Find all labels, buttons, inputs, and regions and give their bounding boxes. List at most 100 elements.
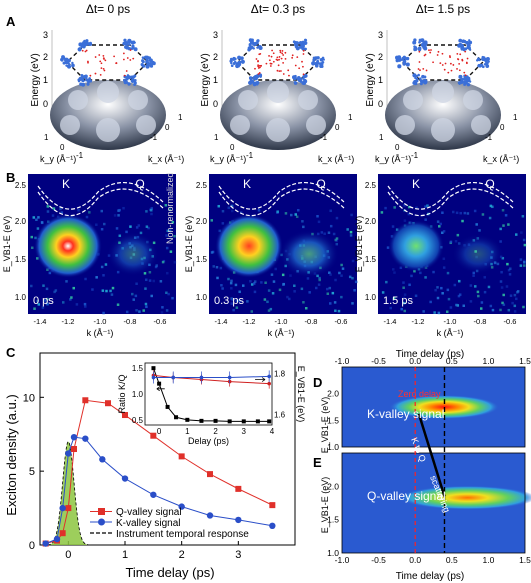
noise-pixel (165, 246, 169, 250)
x-tick-label: 3 (235, 549, 241, 561)
noise-pixel (522, 305, 525, 309)
noise-pixel (165, 309, 169, 312)
noise-pixel (238, 299, 242, 303)
panel-e-ylabel: E_VB1-E (eV) (320, 477, 330, 534)
irf-dashed-line (42, 441, 94, 546)
noise-pixel (329, 209, 332, 213)
red-dot (458, 63, 461, 65)
k-label: K (412, 177, 420, 191)
noise-pixel (353, 289, 356, 292)
panel-b-ytick: 2.5 (365, 181, 377, 190)
noise-pixel (318, 276, 321, 280)
noise-pixel (232, 308, 235, 312)
panel-e-y-tick: 1.0 (327, 548, 339, 558)
noise-pixel (325, 287, 329, 291)
noise-pixel (445, 310, 449, 314)
panel-a-ktick: 1 (348, 113, 353, 122)
red-dot (279, 49, 282, 52)
valley-dot (78, 47, 82, 51)
noise-pixel (424, 205, 427, 208)
noise-pixel (501, 209, 505, 212)
noise-pixel (173, 261, 177, 264)
valley-dot (485, 61, 489, 65)
noise-pixel (331, 291, 335, 295)
q-valley-spot (279, 230, 339, 278)
noise-pixel (434, 288, 437, 292)
panel-d-y-tick: 2.0 (327, 389, 339, 399)
panel-c-legend: Q-valley signal K-valley signal Instrume… (90, 507, 249, 540)
noise-pixel (125, 230, 128, 234)
noise-pixel (65, 280, 68, 283)
noise-pixel (479, 307, 483, 310)
cb-dashed-curve (218, 182, 345, 210)
noise-pixel (43, 299, 47, 302)
noise-pixel (147, 226, 150, 230)
red-dot (428, 49, 430, 52)
noise-pixel (46, 205, 50, 208)
valley-dot (419, 79, 424, 83)
panel-b-ylabel-0: E_VB1-E (eV) (2, 216, 12, 273)
noise-pixel (154, 265, 158, 269)
inset-yr-tick: 1.6 (274, 411, 286, 420)
noise-pixel (171, 296, 174, 300)
noise-pixel (134, 294, 138, 298)
noise-pixel (329, 302, 332, 305)
valley-dot (81, 82, 86, 87)
red-dot (89, 74, 92, 77)
noise-pixel (458, 279, 461, 283)
noise-pixel (523, 261, 526, 264)
valley-dot (319, 65, 322, 68)
noise-pixel (250, 283, 254, 286)
red-dot (104, 59, 107, 62)
noise-pixel (414, 294, 418, 298)
noise-pixel (236, 299, 239, 302)
legend-label-k: K-valley signal (116, 518, 180, 529)
panel-b-xtick: -1.4 (384, 317, 397, 326)
panel-b-ytick: 2.5 (15, 181, 27, 190)
noise-pixel (139, 231, 143, 235)
valley-dot (258, 45, 261, 48)
noise-pixel (472, 274, 475, 277)
noise-pixel (506, 262, 509, 266)
noise-pixel (293, 290, 296, 293)
red-dot (282, 54, 285, 56)
red-dot (444, 62, 447, 65)
noise-pixel (391, 225, 395, 228)
valley-dot (468, 40, 473, 45)
noise-pixel (293, 284, 296, 287)
red-dot (268, 59, 271, 62)
panel-d-ylabel: E_VB1-E (eV) (320, 397, 330, 454)
noise-pixel (302, 225, 305, 229)
cb-dashed-curve (218, 188, 345, 217)
panel-b-xtick: -1.0 (275, 317, 288, 326)
panel-b-xtick: -1.2 (243, 317, 256, 326)
red-dot (81, 49, 84, 52)
noise-pixel (500, 270, 503, 274)
noise-pixel (351, 259, 355, 263)
noise-pixel (95, 223, 98, 226)
y-tick-label: 10 (23, 392, 35, 404)
noise-pixel (328, 271, 331, 275)
valley-dot (413, 40, 417, 44)
red-dot (284, 57, 287, 60)
legend-label-irf: Instrument temporal response (116, 529, 249, 540)
panel-a-ytick: 1 (378, 75, 383, 85)
noise-pixel (449, 306, 453, 309)
valley-dot (418, 40, 421, 44)
panel-b-ytick: 1.0 (365, 293, 377, 302)
red-dot (270, 55, 273, 58)
noise-pixel (519, 264, 523, 267)
valley-dot (475, 59, 479, 62)
red-dot (437, 50, 440, 53)
red-dot (418, 50, 421, 53)
noise-pixel (317, 220, 321, 224)
noise-pixel (272, 280, 276, 283)
panel-e-y-tick: 2.0 (327, 481, 339, 491)
noise-pixel (169, 250, 173, 253)
red-dot (425, 69, 428, 72)
noise-pixel (42, 284, 45, 287)
red-dot (447, 71, 450, 74)
noise-pixel (402, 296, 406, 300)
noise-pixel (516, 291, 519, 294)
